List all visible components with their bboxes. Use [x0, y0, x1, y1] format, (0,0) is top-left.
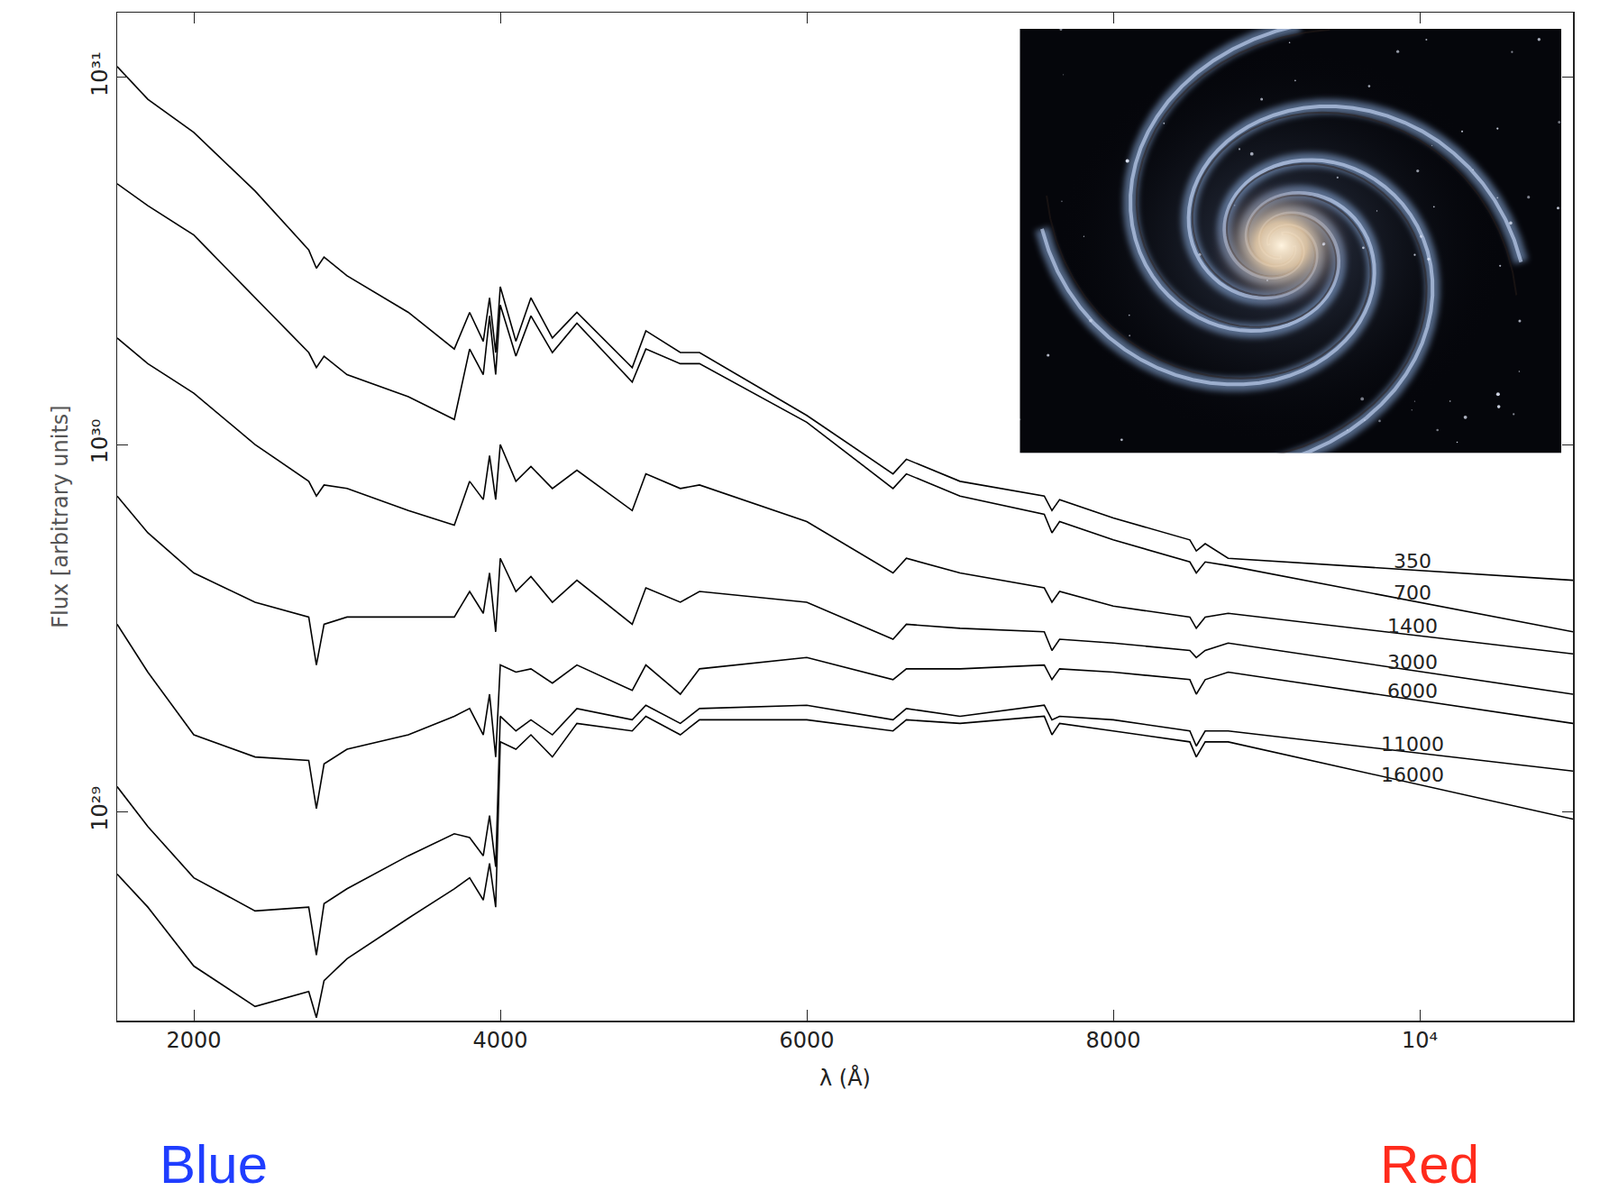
svg-text:6000: 6000	[1387, 679, 1438, 703]
svg-text:Flux [arbitrary units]: Flux [arbitrary units]	[47, 404, 74, 628]
svg-text:3000: 3000	[1387, 650, 1438, 674]
svg-text:10²⁹: 10²⁹	[87, 786, 113, 832]
svg-text:10³⁰: 10³⁰	[87, 419, 113, 465]
svg-text:1400: 1400	[1387, 614, 1438, 638]
svg-text:Red: Red	[1380, 1133, 1480, 1195]
svg-text:11000: 11000	[1380, 732, 1445, 756]
svg-text:10⁴: 10⁴	[1401, 1027, 1438, 1053]
svg-text:700: 700	[1393, 581, 1432, 604]
svg-text:4000: 4000	[472, 1027, 528, 1053]
svg-text:8000: 8000	[1085, 1027, 1141, 1053]
svg-text:Blue: Blue	[159, 1133, 268, 1195]
svg-text:350: 350	[1393, 549, 1432, 573]
svg-text:λ (Å): λ (Å)	[819, 1064, 871, 1091]
svg-text:6000: 6000	[778, 1027, 834, 1053]
svg-text:10³¹: 10³¹	[87, 51, 113, 97]
svg-text:2000: 2000	[165, 1027, 221, 1053]
svg-text:16000: 16000	[1380, 763, 1445, 787]
